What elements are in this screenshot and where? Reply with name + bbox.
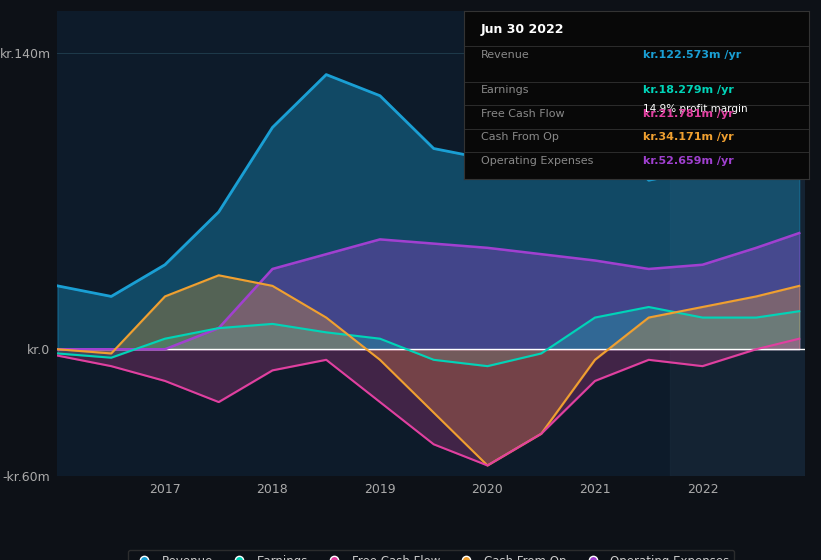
Text: Free Cash Flow: Free Cash Flow bbox=[481, 109, 565, 119]
Text: kr.18.279m /yr: kr.18.279m /yr bbox=[643, 85, 734, 95]
Text: kr.52.659m /yr: kr.52.659m /yr bbox=[643, 156, 734, 166]
Text: kr.21.781m /yr: kr.21.781m /yr bbox=[643, 109, 734, 119]
Text: Revenue: Revenue bbox=[481, 50, 530, 60]
Bar bbox=[670, 11, 805, 476]
Legend: Revenue, Earnings, Free Cash Flow, Cash From Op, Operating Expenses: Revenue, Earnings, Free Cash Flow, Cash … bbox=[128, 550, 734, 560]
Text: kr.122.573m /yr: kr.122.573m /yr bbox=[643, 50, 741, 60]
Text: kr.34.171m /yr: kr.34.171m /yr bbox=[643, 132, 734, 142]
Text: 14.9% profit margin: 14.9% profit margin bbox=[643, 104, 748, 114]
Text: Operating Expenses: Operating Expenses bbox=[481, 156, 594, 166]
Text: Earnings: Earnings bbox=[481, 85, 530, 95]
Text: Cash From Op: Cash From Op bbox=[481, 132, 559, 142]
Text: Jun 30 2022: Jun 30 2022 bbox=[481, 23, 565, 36]
